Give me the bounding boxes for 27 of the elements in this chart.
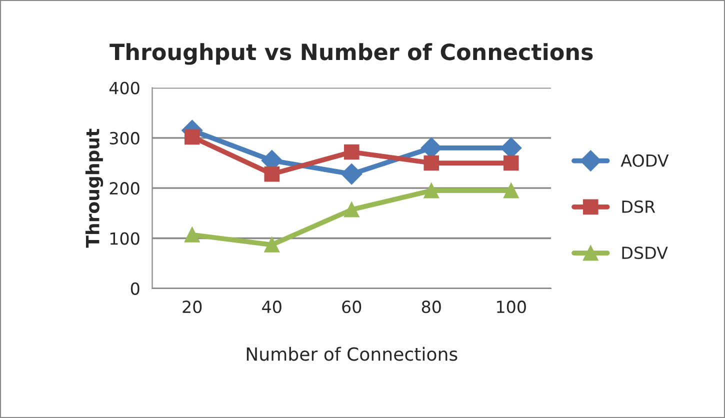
point (341, 164, 362, 185)
point (264, 237, 280, 252)
y-tick-label: 0 (130, 282, 140, 295)
x-tick-label: 100 (497, 300, 526, 314)
x-axis-title: Number of Connections (246, 346, 458, 361)
point (344, 202, 360, 218)
point (184, 227, 200, 242)
y-tick-label: 200 (110, 182, 140, 195)
y-tick-label: 300 (110, 132, 140, 145)
x-tick-label: 80 (422, 300, 441, 314)
point (264, 166, 280, 182)
y-axis-title: Throughput (85, 128, 104, 248)
chart-title: Throughput vs Number of Connections (110, 43, 593, 65)
point (424, 182, 440, 198)
point (503, 182, 519, 198)
y-tick-label: 100 (110, 232, 140, 245)
legend-label: DSR (622, 200, 656, 213)
point (344, 144, 360, 160)
y-tick-label: 400 (109, 82, 140, 94)
x-tick-label: 40 (262, 300, 282, 314)
legend-label: AODV (620, 154, 669, 167)
point (424, 155, 440, 171)
legend-label: DSDV (622, 246, 668, 260)
x-tick-label: 20 (182, 300, 202, 314)
point (184, 129, 200, 145)
point (503, 155, 519, 171)
x-tick-label: 60 (342, 300, 362, 314)
